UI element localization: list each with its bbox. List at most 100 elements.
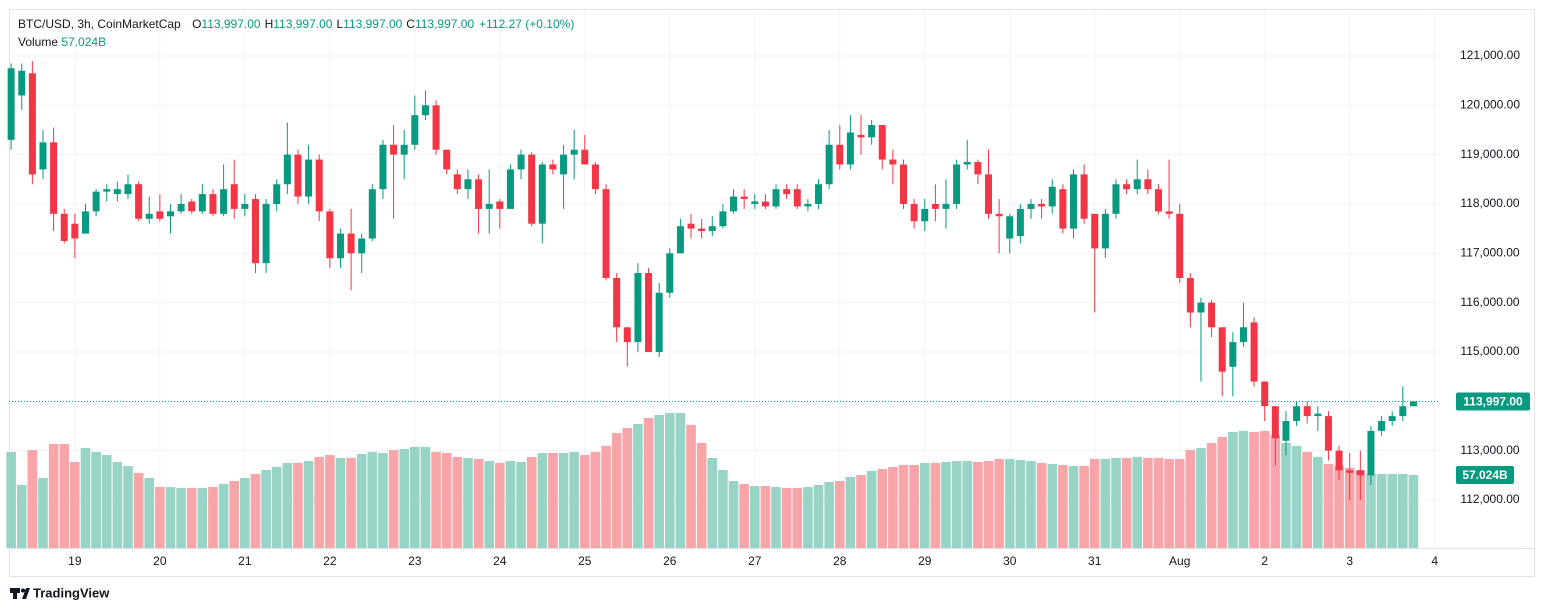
candle-body [156,211,164,219]
volume-bar [1217,436,1228,548]
candle-body [836,144,844,165]
candle-body [1165,211,1173,214]
x-tick-label: 19 [68,554,82,568]
x-tick-label: 2 [1261,554,1268,568]
candle-body [496,201,504,209]
last-price-label: 113,997.00 [1463,395,1523,409]
volume-bar [133,472,144,548]
volume-bar [494,462,505,548]
candle-body [305,159,313,197]
chart-frame [9,9,1535,577]
candle-body [1229,342,1237,367]
x-tick-label: Aug [1169,554,1190,568]
candle-body [71,223,79,239]
footer-brand: TradingView [33,585,110,600]
candle-body [220,189,228,214]
volume-bar [1143,457,1153,548]
volume-bar [38,477,48,548]
candle-body [868,125,876,138]
candle-body [804,203,812,207]
y-tick-label: 121,000.00 [1460,48,1520,62]
volume-bar [643,417,654,548]
candle-body [900,164,908,204]
candle-body [241,203,249,209]
x-tick-label: 30 [1003,554,1017,568]
candle-body [655,292,663,352]
ohlc-item: L113,997.00 [336,17,402,31]
volume-bar [739,483,749,548]
candle-body [443,149,451,170]
candle-body [400,144,408,155]
volume-bar [325,455,335,548]
candle-body [18,70,26,96]
x-tick-label: 25 [578,554,592,568]
candle-body [464,179,472,190]
volume-bar [781,487,792,548]
volume-bar [1228,431,1238,548]
candle-body [953,164,961,204]
candle-body [1250,322,1258,382]
volume-bar [973,461,983,548]
volume-bar [611,432,622,548]
volume-key: Volume [18,35,59,49]
volume-bar [1132,456,1143,548]
volume-bar [1355,469,1366,548]
candle-body [708,226,716,232]
candle-body [857,134,865,138]
volume-bar [760,486,771,548]
volume-bar [314,456,325,548]
candle-body [1176,213,1184,278]
candle-body [761,201,769,207]
ohlc-value: 113,997.00 [273,17,333,31]
y-tick-label: 112,000.00 [1460,492,1519,506]
volume-bar [686,424,696,548]
ohlc-value: 113,997.00 [414,17,475,31]
volume-bar [1259,430,1270,548]
y-tick-label: 117,000.00 [1460,245,1519,259]
candle-body [1293,406,1301,422]
candle-body [1144,179,1152,190]
candle-body [81,211,89,234]
volume-bar [558,452,569,548]
candle-body [358,238,366,254]
volume-bar [898,464,909,548]
x-tick-label: 27 [748,554,762,568]
candle-body [1218,327,1226,372]
candle-body [602,189,610,278]
candle-body [1197,302,1205,313]
candle-body [453,174,461,190]
volume-bar [1079,466,1089,548]
candle-body [368,189,376,239]
candle-body [432,105,440,150]
volume-bar [335,457,346,548]
symbol: BTC/USD, 3h, CoinMarketCap [18,17,181,31]
candle-body [1399,406,1407,417]
volume-bar [27,450,38,548]
candle-body [528,154,536,224]
candle-body [793,189,801,207]
volume-bar [80,447,91,548]
volume-bar [59,443,70,548]
volume-bar [356,453,367,548]
volume-bar [144,477,155,548]
volume-bar [229,481,240,548]
candle-body [273,184,281,204]
volume-bar [548,452,558,548]
volume-bar [197,487,208,548]
volume-bar [463,457,473,548]
volume-bar [1036,462,1047,548]
volume-bar [378,452,388,548]
volume-bar [845,476,856,548]
candle-body [815,184,823,204]
y-tick-label: 116,000.00 [1460,295,1519,309]
candle-body [39,142,47,170]
candle-body [1133,179,1141,190]
candle-body [230,184,238,209]
y-tick-label: 120,000.00 [1460,97,1520,111]
volume-bar [48,443,59,548]
candle-body [379,144,387,190]
x-tick-label: 20 [153,554,167,568]
ohlc-item: H113,997.00 [265,17,333,31]
ohlc-key: C [406,17,415,31]
